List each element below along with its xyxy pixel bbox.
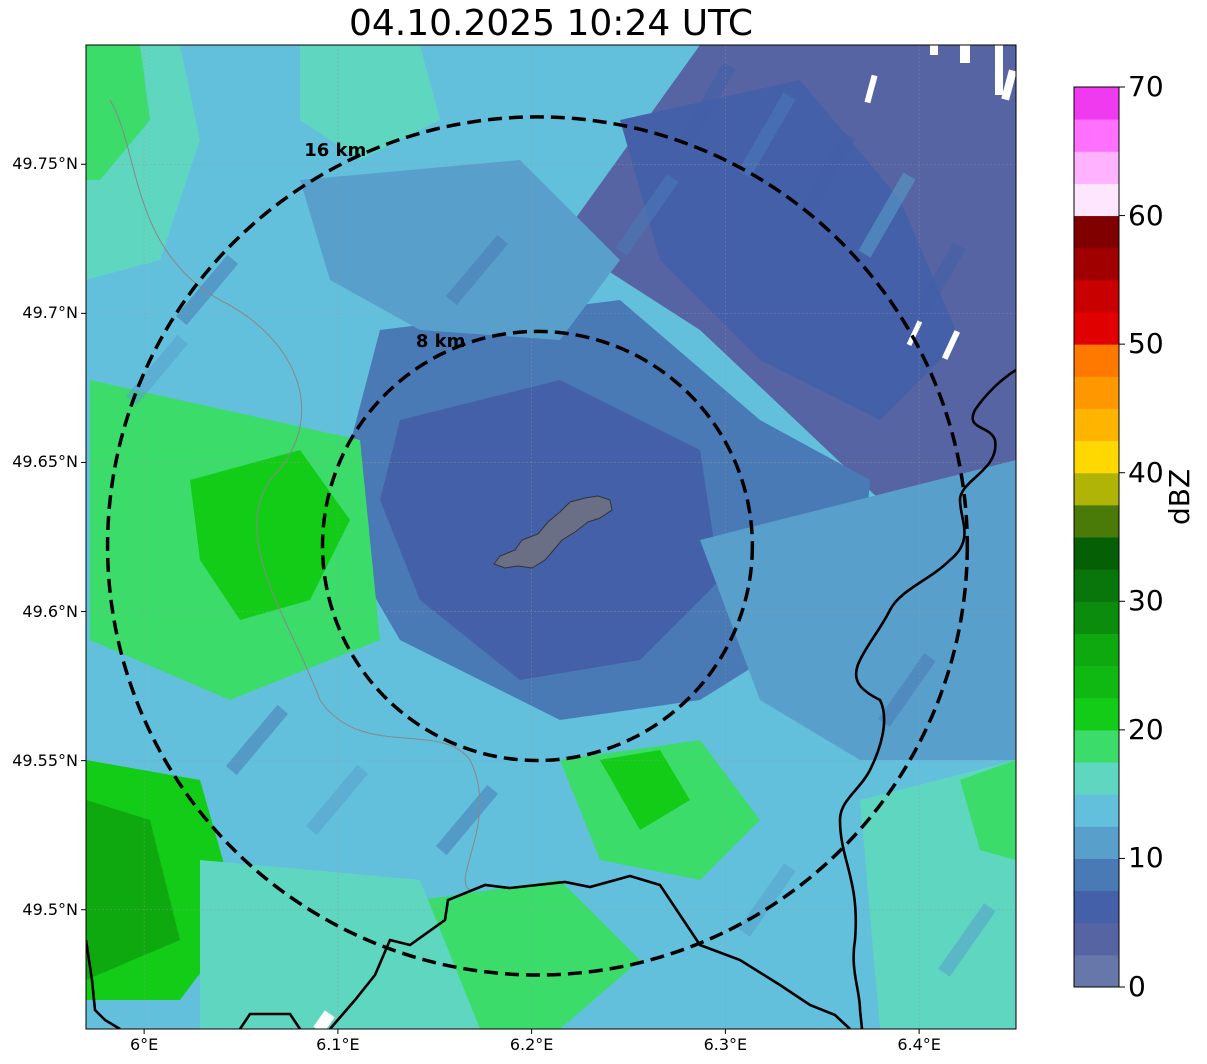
- colorbar-segment: [1074, 569, 1119, 602]
- colorbar: [1073, 86, 1125, 988]
- colorbar-frame: [1073, 86, 1120, 988]
- x-tick-label: 6.4°E: [897, 1035, 941, 1054]
- x-tick-label: 6.3°E: [703, 1035, 748, 1054]
- colorbar-segment: [1074, 408, 1119, 442]
- colorbar-segment: [1074, 279, 1119, 313]
- y-tick-label: 49.75°N: [12, 154, 78, 174]
- country-border-west: [86, 939, 121, 1029]
- colorbar-segment: [1074, 344, 1119, 377]
- colorbar-segment: [1074, 119, 1119, 152]
- colorbar-tick-label: 20: [1128, 712, 1164, 746]
- y-tick-label: 49.6°N: [22, 601, 78, 621]
- colorbar-segment: [1074, 376, 1119, 409]
- colorbar-tick-label: 40: [1128, 455, 1164, 489]
- country-border-east: [838, 368, 1016, 1029]
- country-border-south: [329, 874, 851, 1029]
- colorbar-segment: [1074, 729, 1119, 763]
- y-tick-label: 49.55°N: [12, 750, 78, 770]
- colorbar-tick-label: 50: [1128, 327, 1164, 361]
- reflectivity-field: [86, 45, 1016, 1029]
- x-tick-label: 6°E: [129, 1035, 159, 1054]
- range-ring: [105, 115, 970, 977]
- colorbar-tick-label: 60: [1128, 198, 1164, 232]
- colorbar-segment: [1074, 890, 1119, 924]
- range-ring: [320, 329, 755, 763]
- colorbar-segment: [1074, 151, 1119, 184]
- x-tick-label: 6.2°E: [509, 1035, 554, 1054]
- colorbar-segment: [1074, 440, 1119, 474]
- colorbar-label: dBZ: [1163, 468, 1196, 525]
- colorbar-segment: [1074, 858, 1119, 892]
- colorbar-segment: [1074, 537, 1119, 570]
- map-title: 04.10.2025 10:24 UTC: [348, 3, 754, 44]
- x-tick-label: 6.1°E: [316, 1035, 360, 1054]
- range-ring-label: 8 km: [416, 331, 466, 352]
- colorbar-segment: [1074, 954, 1119, 988]
- colorbar-segment: [1074, 826, 1119, 859]
- colorbar-tick-label: 30: [1128, 584, 1164, 618]
- colorbar-segment: [1074, 87, 1119, 120]
- colorbar-segment: [1074, 697, 1119, 731]
- canton-boundary: [109, 99, 481, 891]
- colorbar-segment: [1074, 472, 1119, 506]
- map-gridlines: [86, 45, 1016, 1029]
- country-border-southwest: [238, 1012, 302, 1029]
- colorbar-segment: [1074, 794, 1119, 827]
- colorbar-segment: [1074, 922, 1119, 956]
- colorbar-segment: [1074, 762, 1119, 795]
- colorbar-segment: [1074, 633, 1119, 667]
- colorbar-segment: [1074, 215, 1119, 249]
- range-ring-label: 16 km: [304, 140, 366, 161]
- axis-ticks: [81, 163, 920, 1034]
- colorbar-segment: [1074, 601, 1119, 634]
- colorbar-tick-label: 70: [1128, 70, 1164, 103]
- y-tick-label: 49.65°N: [12, 452, 78, 472]
- y-tick-label: 49.7°N: [22, 303, 78, 323]
- y-tick-label: 49.5°N: [22, 899, 78, 919]
- colorbar-tick-label: 0: [1128, 970, 1146, 1003]
- map-frame: [85, 44, 1017, 1030]
- colorbar-segment: [1074, 183, 1119, 217]
- colorbar-segment: [1074, 247, 1119, 281]
- colorbar-segment: [1074, 312, 1119, 345]
- colorbar-segment: [1074, 665, 1119, 699]
- colorbar-tick-label: 10: [1128, 841, 1164, 875]
- range-rings: 8 km 16 km: [105, 115, 970, 977]
- city-area: [493, 495, 613, 569]
- colorbar-segment: [1074, 504, 1119, 538]
